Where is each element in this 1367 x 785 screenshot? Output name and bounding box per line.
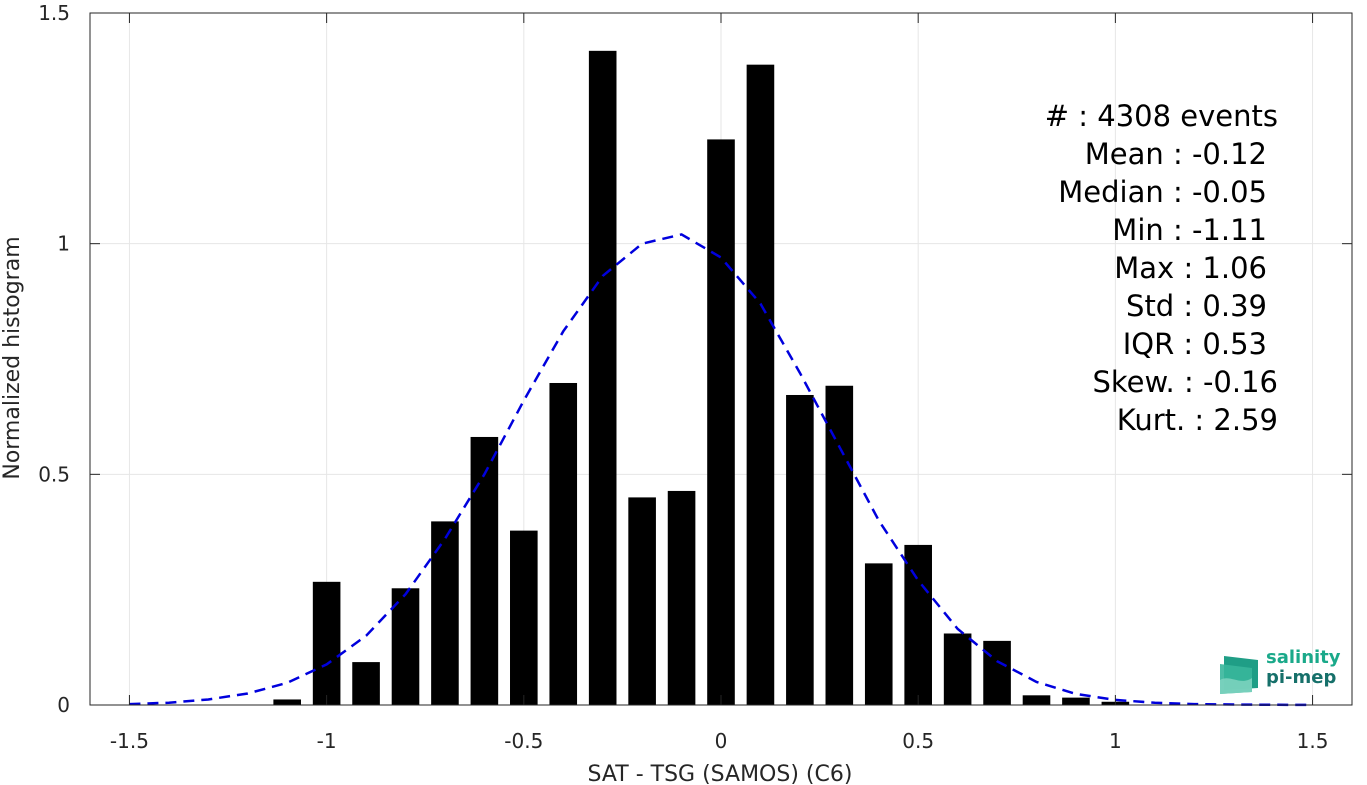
stat-line: Mean : -0.12 xyxy=(1085,137,1267,171)
histogram-bar xyxy=(588,50,617,705)
histogram-bar xyxy=(746,64,775,706)
stat-line: Min : -1.11 xyxy=(1112,213,1267,247)
x-axis-label: SAT - TSG (SAMOS) (C6) xyxy=(588,762,853,785)
stat-line: # : 4308 events xyxy=(1045,99,1278,133)
stat-line: Kurt. : 2.59 xyxy=(1117,403,1278,437)
histogram-bar xyxy=(786,394,814,705)
x-tick-label: -1 xyxy=(317,729,337,753)
stat-line: Std : 0.39 xyxy=(1126,289,1267,323)
histogram-bar xyxy=(352,662,380,705)
histogram-bar xyxy=(470,436,499,705)
stat-line: Skew. : -0.16 xyxy=(1092,365,1278,399)
tick-labels: -1.5 -1 -0.5 0 0.5 1 1.5 0 0.5 1 1.5 xyxy=(38,1,1328,753)
axes xyxy=(89,12,1353,706)
histogram-bar xyxy=(983,640,1011,705)
histogram-bar xyxy=(628,497,656,705)
y-tick-label: 0.5 xyxy=(38,462,70,486)
salinity-pi-mep-logo: salinity pi-mep xyxy=(1216,646,1346,696)
stat-line: IQR : 0.53 xyxy=(1123,327,1267,361)
histogram-bar xyxy=(825,385,854,705)
stat-line: Max : 1.06 xyxy=(1114,251,1267,285)
histogram-bar xyxy=(1062,697,1090,705)
histogram-bar xyxy=(1022,695,1051,705)
x-tick-label: 1 xyxy=(1109,729,1122,753)
stat-line: Median : -0.05 xyxy=(1058,175,1267,209)
logo-line-2: pi-mep xyxy=(1266,667,1337,688)
wave-logo-icon xyxy=(1220,656,1258,694)
histogram-bar xyxy=(904,544,932,705)
y-tick-label: 1 xyxy=(57,232,70,256)
y-tick-label: 0 xyxy=(57,693,70,717)
histogram-bar xyxy=(273,699,301,705)
histogram-bar xyxy=(312,581,341,705)
y-tick-label: 1.5 xyxy=(38,1,70,25)
x-tick-label: 0 xyxy=(715,729,728,753)
histogram-bar xyxy=(431,521,459,705)
histogram-bar xyxy=(510,530,538,705)
stats-box: # : 4308 events Mean : -0.12 Median : -0.0… xyxy=(1045,99,1278,437)
x-tick-label: -0.5 xyxy=(504,729,543,753)
x-tick-label: -1.5 xyxy=(110,729,149,753)
logo-line-1: salinity xyxy=(1266,647,1341,668)
x-tick-label: 0.5 xyxy=(902,729,934,753)
x-tick-label: 1.5 xyxy=(1297,729,1329,753)
y-axis-label: Normalized histogram xyxy=(0,236,25,479)
histogram-bars xyxy=(273,50,1130,706)
histogram-bar xyxy=(391,588,420,705)
histogram-bar xyxy=(549,382,578,705)
histogram-bar xyxy=(864,563,893,705)
histogram-bar xyxy=(943,633,972,705)
histogram-bar xyxy=(707,139,735,705)
histogram-bar xyxy=(667,490,696,705)
